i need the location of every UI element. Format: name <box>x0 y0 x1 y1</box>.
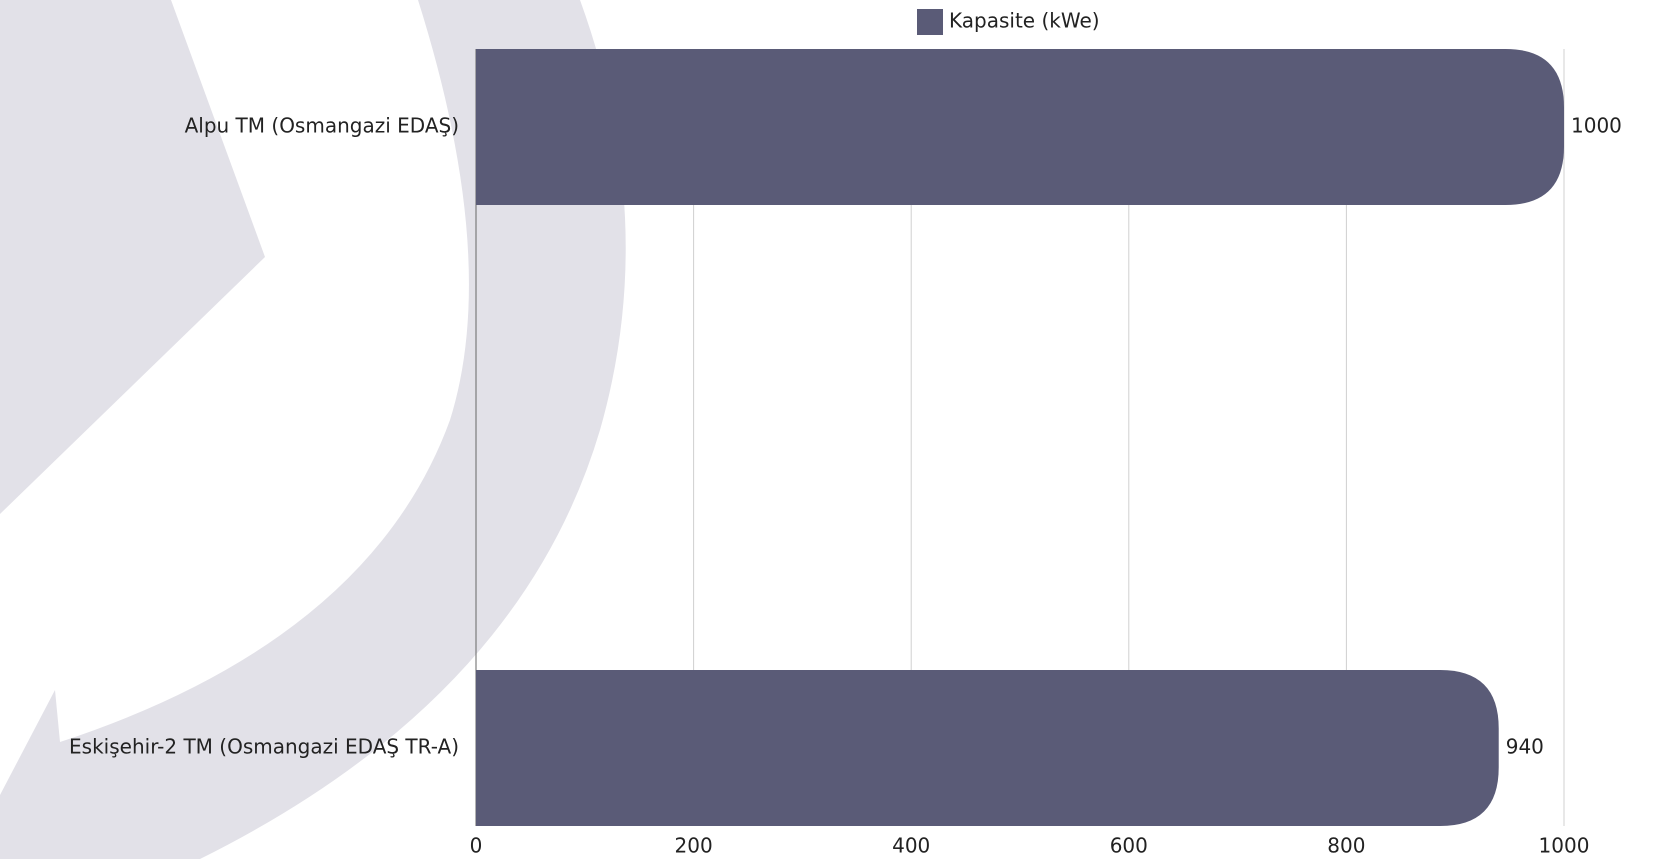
x-tick-label: 0 <box>470 834 483 858</box>
x-tick-label: 600 <box>1110 834 1148 858</box>
background-arrow <box>0 0 265 514</box>
bar <box>476 670 1499 826</box>
x-tick-label: 200 <box>675 834 713 858</box>
bar <box>476 49 1564 205</box>
legend-swatch <box>917 9 943 35</box>
value-label: 1000 <box>1571 114 1622 138</box>
x-tick-label: 1000 <box>1539 834 1590 858</box>
legend-label: Kapasite (kWe) <box>949 9 1100 33</box>
y-tick-label: Alpu TM (Osmangazi EDAŞ) <box>185 114 459 138</box>
x-tick-label: 800 <box>1327 834 1365 858</box>
value-label: 940 <box>1506 735 1544 759</box>
plot-area: 0 200 400 600 800 1000 Alpu TM (Osmangazi EDAŞ… <box>69 9 1622 858</box>
background-decoration <box>0 0 626 859</box>
background-ring <box>0 0 626 859</box>
y-tick-label: Eskişehir-2 TM (Osmangazi EDAŞ TR-A) <box>69 735 459 759</box>
x-tick-label: 400 <box>892 834 930 858</box>
